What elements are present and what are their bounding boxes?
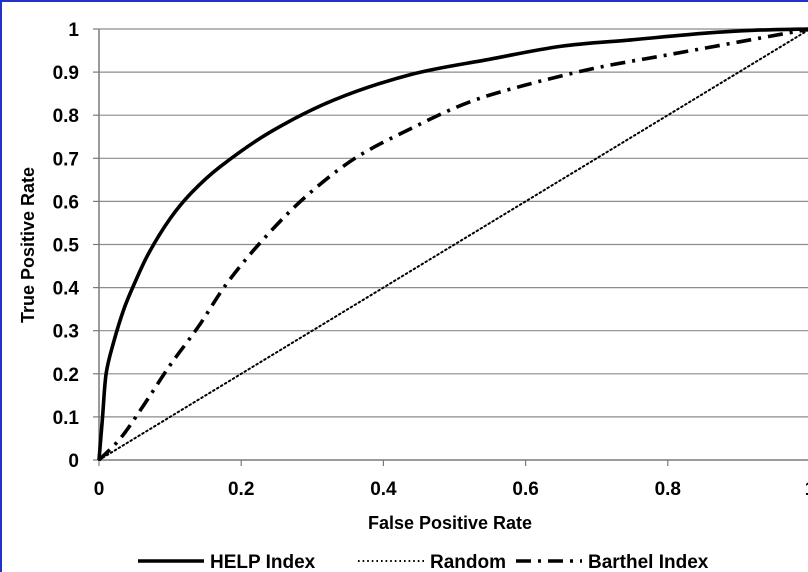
y-tick-label: 1 <box>68 20 79 41</box>
legend: HELP Index Random Barthel Index <box>138 552 709 572</box>
y-tick-label: 0.3 <box>53 322 79 343</box>
x-tick-label: 0.6 <box>512 479 538 500</box>
legend-label: Barthel Index <box>588 552 709 572</box>
y-tick-label: 0.2 <box>53 365 79 386</box>
x-tick-label: 0.2 <box>228 479 254 500</box>
gridlines <box>99 28 808 418</box>
series-line-random <box>98 29 808 461</box>
legend-label: HELP Index <box>210 552 316 572</box>
x-axis-title: False Positive Rate <box>368 513 532 533</box>
y-tick-label: 0.1 <box>53 408 80 429</box>
x-tick-label: 0.8 <box>655 479 681 500</box>
y-tick-label: 0.4 <box>53 279 80 300</box>
x-tick-label: 1 <box>805 479 808 500</box>
y-tick-labels: 0 0.1 0.2 0.3 0.4 0.5 0.6 0.7 0.8 0.9 1 <box>53 20 80 472</box>
x-tick-label: 0 <box>94 479 105 500</box>
legend-label: Random <box>430 552 506 572</box>
series-lines <box>97 27 808 462</box>
y-tick-label: 0.7 <box>53 149 79 170</box>
y-tick-label: 0.6 <box>53 192 79 213</box>
y-tick-label: 0.9 <box>53 63 79 84</box>
series-line-help-index <box>97 27 808 461</box>
axes <box>93 28 808 466</box>
y-tick-label: 0 <box>68 451 79 472</box>
y-axis-title: True Positive Rate <box>18 167 38 323</box>
y-tick-label: 0.5 <box>53 236 80 257</box>
series-line-barthel-index <box>97 27 808 462</box>
x-tick-labels: 0 0.2 0.4 0.6 0.8 1 <box>94 479 808 500</box>
x-tick-label: 0.4 <box>370 479 397 500</box>
y-tick-label: 0.8 <box>53 106 79 127</box>
